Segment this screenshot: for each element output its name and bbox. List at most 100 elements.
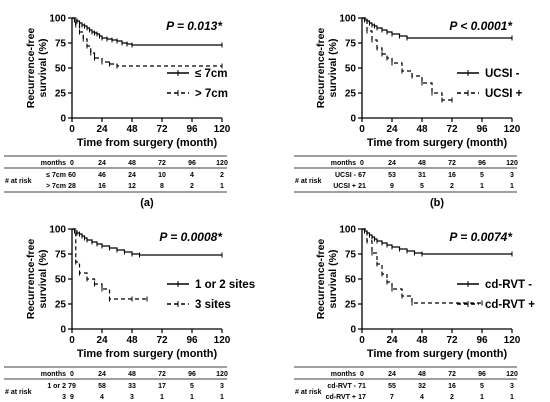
risk-table-count: 10 [158, 172, 166, 179]
risk-table-side-label: # at risk [295, 389, 322, 396]
x-tick-label: 24 [386, 335, 398, 346]
risk-table-count: 12 [128, 183, 136, 190]
risk-table-row-label: cd-RVT + [326, 394, 356, 401]
risk-table-count: 8 [160, 183, 164, 190]
x-tick-label: 48 [416, 335, 428, 346]
y-tick-label: 50 [55, 64, 67, 75]
y-tick-label: 25 [345, 300, 357, 311]
p-value: P = 0.0008* [159, 230, 223, 244]
x-tick-label: 96 [186, 124, 198, 135]
risk-table-time: 48 [128, 160, 136, 167]
risk-table-count: 5 [480, 383, 484, 390]
x-tick-label: 24 [96, 124, 108, 135]
risk-table-count: 60 [68, 172, 76, 179]
risk-table-count: 3 [510, 172, 514, 179]
risk-table-row-label: cd-RVT - [327, 383, 356, 390]
series-line-2 [362, 17, 452, 101]
y-tick-label: 75 [345, 250, 357, 261]
x-tick-label: 96 [476, 335, 488, 346]
risk-table-count: 4 [190, 172, 194, 179]
series-line-2 [362, 228, 482, 304]
y-tick-label: 100 [49, 225, 66, 236]
x-tick-label: 72 [446, 335, 458, 346]
y-axis-title-line1: Recurrence-free [25, 239, 37, 320]
y-axis-title-line1: Recurrence-free [315, 28, 327, 109]
y-axis-title-line1: Recurrence-free [315, 239, 327, 320]
risk-table-count: 3 [220, 383, 224, 390]
x-tick-label: 48 [126, 335, 138, 346]
x-tick-label: 96 [186, 335, 198, 346]
risk-table-time: 120 [216, 160, 228, 167]
y-tick-label: 25 [55, 300, 67, 311]
risk-table-time: 0 [70, 160, 74, 167]
x-tick-label: 120 [214, 124, 231, 135]
legend-label-1: 1 or 2 sites [195, 279, 255, 291]
y-tick-label: 75 [55, 39, 67, 50]
risk-table-count: 1 [510, 183, 514, 190]
risk-table-count: 53 [388, 172, 396, 179]
risk-table-count: 2 [190, 183, 194, 190]
risk-table-count: 17 [158, 383, 166, 390]
risk-table-time: 0 [360, 160, 364, 167]
risk-table-count: 24 [128, 172, 136, 179]
risk-table-time: 120 [506, 371, 518, 378]
risk-table-count: 1 [190, 394, 194, 401]
x-tick-label: 72 [156, 335, 168, 346]
legend-label-2: 3 sites [195, 299, 231, 311]
y-tick-label: 100 [339, 14, 356, 25]
risk-table-count: 5 [190, 383, 194, 390]
risk-table-count: 16 [448, 172, 456, 179]
risk-table-count: 71 [358, 383, 366, 390]
risk-table-side-label: # at risk [295, 178, 322, 185]
x-tick-label: 72 [446, 124, 458, 135]
risk-table-time: 0 [70, 371, 74, 378]
series-line-2 [72, 228, 147, 300]
risk-table-count: 1 [480, 394, 484, 401]
y-tick-label: 0 [60, 325, 66, 336]
y-axis-title-line2: survival (%) [37, 39, 49, 98]
y-tick-label: 0 [350, 325, 356, 336]
risk-table-time: 72 [448, 160, 456, 167]
x-tick-label: 0 [359, 335, 365, 346]
risk-table-time: 48 [128, 371, 136, 378]
risk-table-count: 1 [480, 183, 484, 190]
risk-table-count: 7 [390, 394, 394, 401]
x-tick-label: 0 [69, 124, 75, 135]
risk-table-side-label: # at risk [5, 389, 32, 396]
risk-table-count: 2 [220, 172, 224, 179]
risk-table-time: 24 [388, 160, 396, 167]
risk-table-count: 1 [220, 394, 224, 401]
risk-table-count: 1 [220, 183, 224, 190]
risk-table-header-label: months [331, 160, 356, 167]
risk-table-count: 3 [130, 394, 134, 401]
risk-table-count: 58 [98, 383, 106, 390]
risk-table-row-label: 1 or 2 [47, 383, 66, 390]
y-tick-label: 0 [60, 114, 66, 125]
y-tick-label: 25 [345, 89, 357, 100]
risk-table-time: 24 [98, 371, 106, 378]
risk-table-time: 96 [188, 160, 196, 167]
risk-table-count: 2 [450, 183, 454, 190]
risk-table-count: 33 [128, 383, 136, 390]
risk-table-count: 5 [420, 183, 424, 190]
x-tick-label: 120 [214, 335, 231, 346]
risk-table-count: 21 [358, 183, 366, 190]
risk-table-header-label: months [41, 371, 66, 378]
risk-table-side-label: # at risk [5, 178, 32, 185]
risk-table-count: 55 [388, 383, 396, 390]
y-axis-title-line2: survival (%) [37, 250, 49, 309]
risk-table-count: 67 [358, 172, 366, 179]
risk-table-count: 31 [418, 172, 426, 179]
y-tick-label: 100 [339, 225, 356, 236]
y-tick-label: 0 [350, 114, 356, 125]
risk-table-time: 96 [478, 160, 486, 167]
p-value: P = 0.0074* [449, 230, 513, 244]
x-tick-label: 24 [96, 335, 108, 346]
risk-table-time: 72 [158, 160, 166, 167]
risk-table-count: 46 [98, 172, 106, 179]
x-tick-label: 72 [156, 124, 168, 135]
